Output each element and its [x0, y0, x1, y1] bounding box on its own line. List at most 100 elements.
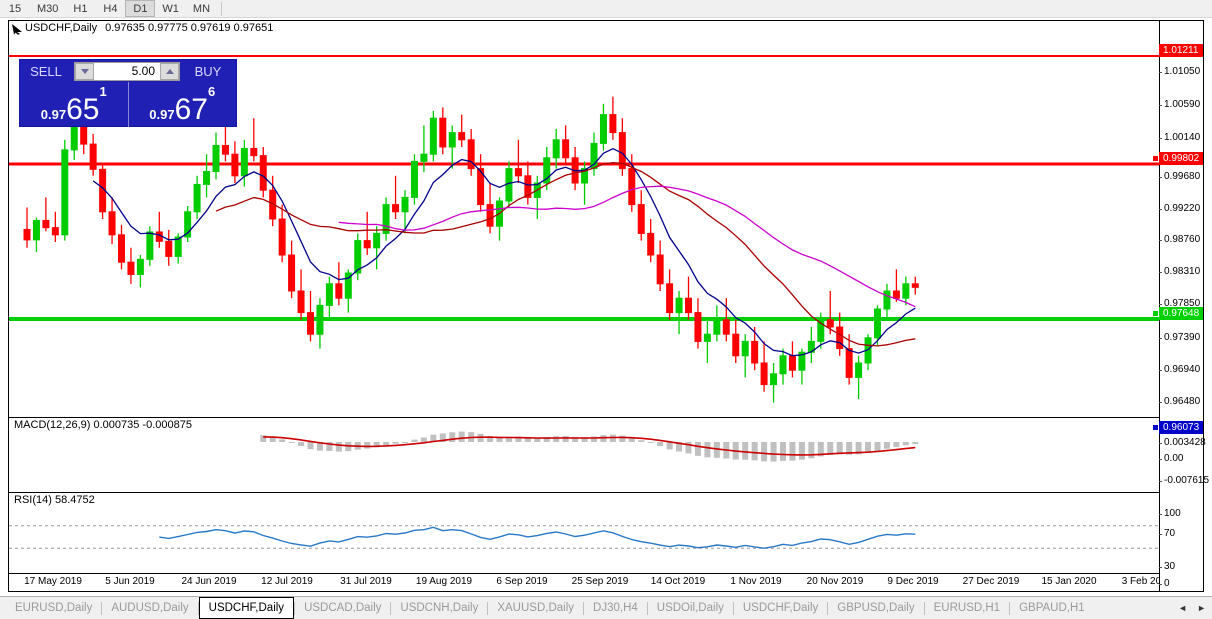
tab-separator: [583, 601, 585, 615]
date-axis-label: 9 Dec 2019: [887, 576, 939, 587]
timeframe-button-15[interactable]: 15: [8, 2, 22, 15]
date-axis-label: 24 Jun 2019: [181, 576, 237, 587]
chart-tab-dj30-h4[interactable]: DJ30,H4: [593, 602, 638, 614]
price-scale-tick: 0.99220: [1159, 203, 1203, 215]
one-click-trading-panel[interactable]: SELL 5.00 BUY: [19, 59, 237, 127]
macd-scale-tick: 0.00: [1159, 453, 1203, 465]
tab-scroll-controls: ◄ ►: [1178, 603, 1212, 613]
price-scale-tick: 0.96940: [1159, 364, 1203, 376]
toolbar-separator: [221, 1, 223, 16]
buy-price-big: 67: [174, 93, 208, 126]
buy-price-quote[interactable]: 0.97 67 6: [127, 82, 237, 127]
date-axis-label: 6 Sep 2019: [496, 576, 548, 587]
buy-button-label[interactable]: BUY: [194, 63, 222, 79]
timeframe-button-h4[interactable]: H4: [103, 2, 118, 15]
timeframe-button-m30[interactable]: M30: [37, 2, 59, 15]
volume-decrease-button[interactable]: [75, 62, 94, 80]
rsi-pane[interactable]: [9, 492, 1161, 573]
date-axis: 17 May 2019 5 Jun 2019 24 Jun 2019 12 Jul 2…: [9, 573, 1172, 591]
chart-area[interactable]: MACD(12,26,9) 0.000735 -0.000875 RSI(14)…: [8, 20, 1209, 592]
date-axis-label: 5 Jun 2019: [105, 576, 155, 587]
price-scale-tick: 0.98310: [1159, 266, 1203, 278]
chart-tab-gbpusd-daily[interactable]: GBPUSD,Daily: [837, 602, 915, 614]
date-axis-label: 1 Nov 2019: [730, 576, 782, 587]
chart-tab-usdcnh-daily[interactable]: USDCNH,Daily: [400, 602, 479, 614]
date-axis-label: 15 Jan 2020: [1041, 576, 1097, 587]
chart-tab-usdcad-daily[interactable]: USDCAD,Daily: [304, 602, 382, 614]
chevron-up-icon: [165, 68, 174, 74]
date-axis-label: 14 Oct 2019: [650, 576, 706, 587]
tab-separator: [487, 601, 489, 615]
tab-separator: [1009, 601, 1011, 615]
price-scale-tick: 0.96480: [1159, 396, 1203, 408]
chart-tab-audusd-daily[interactable]: AUDUSD,Daily: [111, 602, 189, 614]
rsi-scale-tick: 70: [1159, 528, 1203, 540]
tab-separator: [732, 601, 734, 615]
price-scale-tick: 1.01050: [1159, 66, 1203, 78]
chart-tab-eurusd-h1[interactable]: EURUSD,H1: [933, 602, 1001, 614]
date-axis-label: 25 Sep 2019: [571, 576, 629, 587]
price-scale[interactable]: 1.01050 1.00590 1.00140 0.99680 0.99220 0.987…: [1152, 21, 1209, 591]
rsi-scale-tick: 30: [1159, 561, 1203, 573]
macd-pane[interactable]: [9, 417, 1161, 492]
price-scale-tick: 1.00140: [1159, 132, 1203, 144]
timeframe-button-w1[interactable]: W1: [162, 2, 179, 15]
rsi-scale-tick: 0: [1159, 578, 1203, 590]
chart-tab-usdchf-daily[interactable]: USDCHF,Daily: [742, 602, 819, 614]
chart-tab-gbpaud-h1[interactable]: GBPAUD,H1: [1019, 602, 1085, 614]
price-scale-tick: 1.00590: [1159, 99, 1203, 111]
tab-separator: [390, 601, 392, 615]
chart-tab-xauusd-daily[interactable]: XAUUSD,Daily: [497, 602, 575, 614]
chart-tab-usdchf-daily[interactable]: USDCHF,Daily: [198, 597, 295, 619]
price-level-tag[interactable]: 0.97648: [1152, 307, 1203, 320]
rsi-chart-svg: [9, 525, 1161, 549]
date-axis-label: 12 Jul 2019: [261, 576, 313, 587]
date-axis-label: 19 Aug 2019: [415, 576, 473, 587]
price-tag-marker-icon: [1152, 155, 1159, 162]
price-scale-tick: 0.98760: [1159, 234, 1203, 246]
tab-separator: [923, 601, 925, 615]
timeframe-button-mn[interactable]: MN: [192, 2, 211, 15]
volume-value[interactable]: 5.00: [131, 64, 155, 78]
price-level-tag[interactable]: 0.96073: [1152, 421, 1203, 434]
trade-panel-quotes: 0.97 65 1 0.97 67 6: [20, 82, 236, 127]
price-scale-tick: 0.97390: [1159, 332, 1203, 344]
price-level-tag[interactable]: 0.99802: [1152, 152, 1203, 165]
price-chart-svg: [9, 55, 1161, 403]
price-pane[interactable]: [9, 21, 1161, 417]
timeframe-toolbar: 15 M30 H1 H4 D1 W1 MN: [0, 0, 1212, 18]
tab-scroll-right-icon[interactable]: ►: [1197, 603, 1206, 613]
macd-scale-tick: -0.007615: [1159, 475, 1209, 487]
chart-tab-bar[interactable]: EURUSD,Daily AUDUSD,Daily USDCHF,Daily USDC…: [0, 596, 1212, 619]
tab-separator: [101, 601, 103, 615]
date-axis-label: 17 May 2019: [24, 576, 82, 587]
timeframe-button-h1[interactable]: H1: [73, 2, 88, 15]
sell-price-quote[interactable]: 0.97 65 1: [20, 82, 128, 127]
sell-button-label[interactable]: SELL: [30, 63, 62, 79]
macd-scale-tick: 0.003428: [1159, 437, 1206, 449]
chevron-down-icon: [80, 68, 89, 74]
timeframe-button-d1[interactable]: D1: [125, 0, 156, 17]
tab-scroll-left-icon[interactable]: ◄: [1178, 603, 1188, 613]
tab-separator: [646, 601, 648, 615]
date-axis-label: 31 Jul 2019: [340, 576, 392, 587]
macd-chart-svg: [260, 431, 919, 462]
price-tag-marker-icon: [1152, 310, 1159, 317]
date-axis-label: 3 Feb 2020: [1121, 576, 1173, 587]
volume-input[interactable]: 5.00: [74, 61, 180, 81]
buy-price-fraction: 6: [207, 84, 216, 99]
chart-tab-usdoil-daily[interactable]: USDOil,Daily: [656, 602, 724, 614]
price-tag-marker-icon: [1152, 424, 1159, 431]
price-level-tag[interactable]: 1.01211: [1159, 44, 1203, 57]
rsi-scale-tick: 100: [1159, 508, 1203, 520]
price-scale-tick: 0.97850: [1159, 298, 1203, 310]
price-scale-tick: 0.99680: [1159, 171, 1203, 183]
volume-increase-button[interactable]: [160, 62, 179, 80]
chart-tab-eurusd-daily[interactable]: EURUSD,Daily: [15, 602, 93, 614]
date-axis-label: 20 Nov 2019: [806, 576, 864, 587]
trade-panel-controls: SELL 5.00 BUY: [20, 60, 236, 82]
sell-price-prefix: 0.97: [40, 107, 67, 122]
tab-separator: [294, 601, 296, 615]
buy-price-prefix: 0.97: [149, 107, 175, 122]
